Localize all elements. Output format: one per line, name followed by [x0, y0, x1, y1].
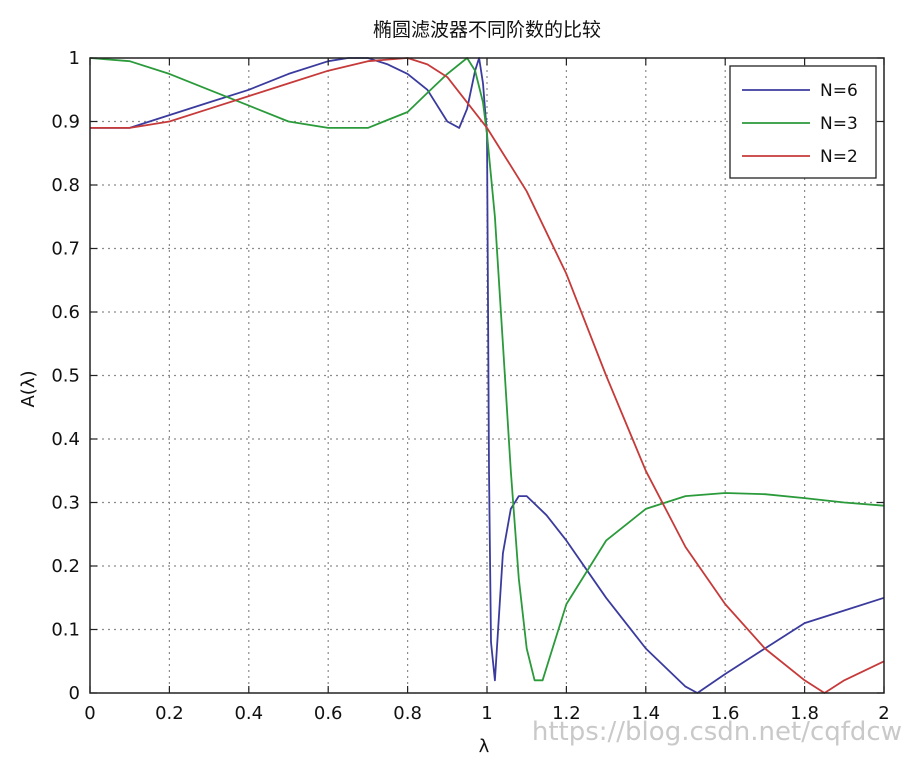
legend-label-n2: N=2	[820, 147, 858, 167]
legend-label-n3: N=3	[820, 114, 858, 134]
x-axis-label: λ	[479, 736, 490, 757]
x-tick-label: 0.4	[234, 703, 263, 724]
y-tick-label: 0.3	[51, 493, 80, 514]
series-line-n6	[90, 57, 885, 694]
x-tick-label: 1.4	[631, 703, 660, 724]
series-line-n3	[89, 57, 885, 682]
y-tick-label: 0	[69, 683, 80, 704]
y-tick-label: 0.8	[51, 175, 80, 196]
chart-title: 椭圆滤波器不同阶数的比较	[373, 19, 601, 41]
series-line-n2	[90, 57, 885, 694]
y-tick-label: 0.2	[51, 556, 80, 577]
y-tick-label: 0.9	[51, 112, 80, 133]
legend-box	[729, 65, 877, 179]
legend: N=6 N=3 N=2	[729, 65, 877, 179]
y-tick-label: 0.5	[51, 366, 80, 387]
x-tick-label: 2	[878, 703, 889, 724]
x-tick-label: 0.6	[314, 703, 343, 724]
x-tick-label: 1.6	[711, 703, 740, 724]
x-tick-label: 0.8	[393, 703, 422, 724]
y-axis-label: A(λ)	[18, 370, 39, 407]
watermark-text: https://blog.csdn.net/cqfdcw	[532, 717, 902, 747]
x-tick-label: 0.2	[155, 703, 184, 724]
y-tick-label: 0.1	[51, 620, 80, 641]
series-layer	[89, 57, 885, 694]
y-tick-label: 0.4	[51, 429, 80, 450]
legend-label-n6: N=6	[820, 81, 858, 101]
x-tick-label: 1.8	[790, 703, 819, 724]
x-tick-label: 1	[481, 703, 492, 724]
y-tick-label: 1	[69, 48, 80, 69]
y-tick-label: 0.7	[51, 239, 80, 260]
x-tick-label: 1.2	[552, 703, 581, 724]
axes-layer: 0 0.2 0.4 0.6 0.8 1 1.2 1.4 1.6 1.8 2 0 0.1 0.2 0.3 0.4…	[51, 48, 889, 724]
y-tick-label: 0.6	[51, 302, 80, 323]
x-tick-label: 0	[84, 703, 95, 724]
